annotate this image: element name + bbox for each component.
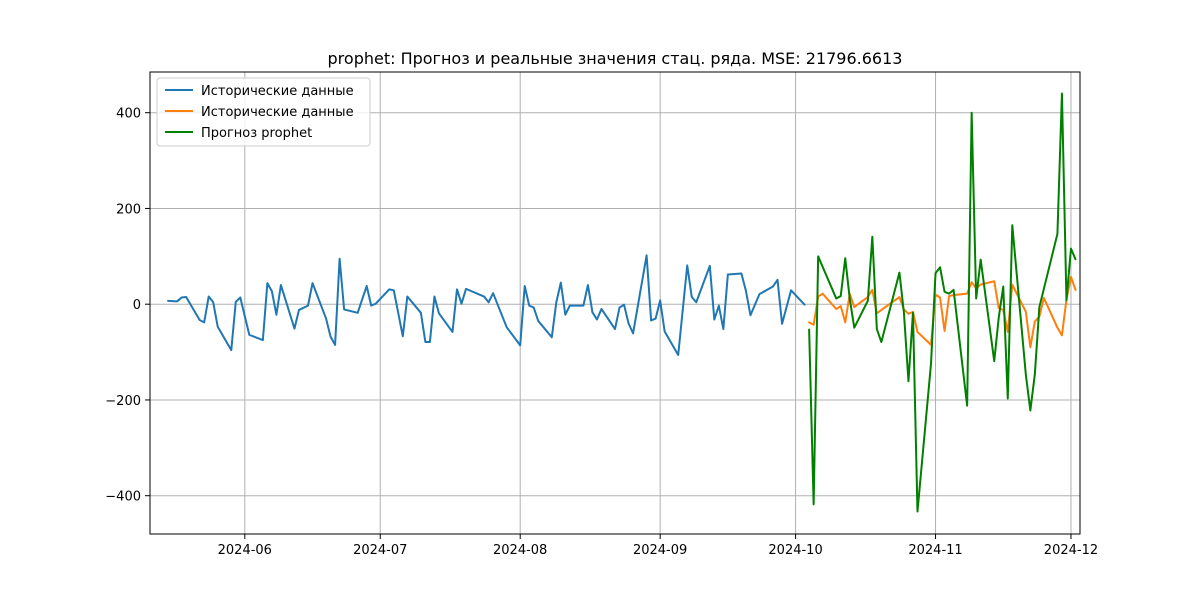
x-tick-label: 2024-08 — [493, 543, 547, 558]
x-tick-label: 2024-06 — [218, 543, 272, 558]
legend: Исторические данные Исторические данные Пр… — [156, 77, 371, 147]
chart-title: prophet: Прогноз и реальные значения ста… — [328, 49, 903, 68]
x-tick-label: 2024-09 — [633, 543, 687, 558]
y-tick-label: −400 — [105, 490, 141, 505]
y-tick-label: −200 — [105, 394, 141, 409]
plot-area-frame — [149, 71, 1081, 535]
series-line-3 — [808, 92, 1077, 513]
legend-label: Исторические данные — [201, 105, 354, 120]
legend-label: Исторические данные — [201, 84, 354, 99]
x-tick-label: 2024-12 — [1044, 543, 1098, 558]
y-tick-label: 200 — [116, 202, 141, 217]
series-lines — [167, 92, 1077, 513]
legend-box — [156, 77, 371, 147]
y-tick-label: 0 — [133, 298, 141, 313]
axis-ticks: 2024-06 2024-07 2024-08 2024-09 2024-10 2024-… — [105, 107, 1098, 558]
x-tick-label: 2024-11 — [908, 543, 962, 558]
x-tick-label: 2024-10 — [768, 543, 822, 558]
series-line-1 — [167, 254, 806, 356]
x-tick-label: 2024-07 — [353, 543, 407, 558]
grid — [150, 72, 1080, 534]
y-tick-label: 400 — [116, 107, 141, 122]
legend-label: Прогноз prophet — [201, 126, 312, 141]
